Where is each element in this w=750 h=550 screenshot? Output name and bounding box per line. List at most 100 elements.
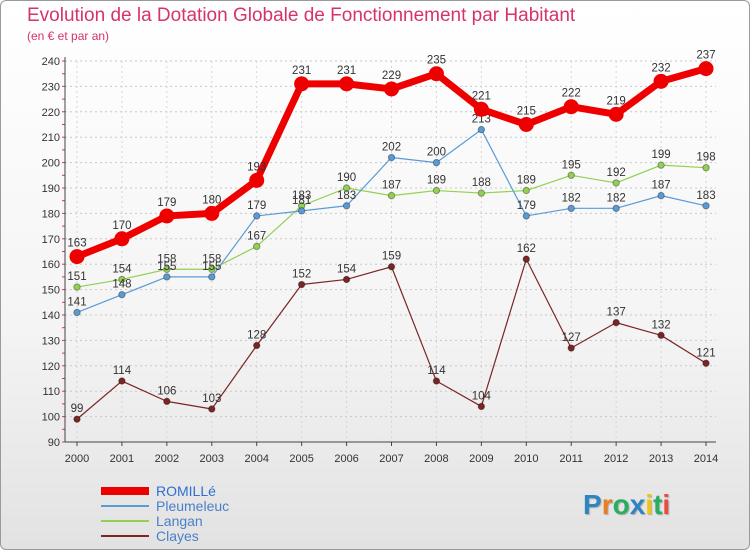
data-label: 237 bbox=[696, 50, 715, 62]
data-label: 221 bbox=[472, 90, 491, 102]
data-point bbox=[522, 186, 530, 195]
data-point bbox=[114, 231, 130, 247]
chart-title: Evolution de la Dotation Globale de Fonc… bbox=[27, 5, 576, 26]
data-label: 179 bbox=[517, 200, 536, 212]
data-label: 179 bbox=[247, 200, 266, 212]
data-point bbox=[432, 186, 441, 195]
data-point bbox=[477, 402, 486, 411]
y-tick-label: 100 bbox=[42, 412, 60, 424]
data-point bbox=[384, 81, 399, 97]
x-tick-label: 2004 bbox=[244, 453, 268, 465]
logo-letter: r bbox=[601, 489, 613, 520]
logo-letter: i bbox=[645, 489, 654, 520]
data-point bbox=[297, 280, 306, 289]
data-label: 104 bbox=[472, 390, 492, 402]
logo-letter: i bbox=[662, 489, 671, 520]
data-label: 179 bbox=[157, 197, 176, 209]
x-tick-label: 2008 bbox=[424, 453, 448, 465]
x-tick-label: 2014 bbox=[694, 453, 718, 465]
data-point bbox=[387, 191, 396, 200]
logo-letter: o bbox=[612, 489, 630, 520]
y-tick-label: 240 bbox=[42, 56, 60, 68]
data-label: 183 bbox=[696, 190, 715, 202]
data-label: 232 bbox=[651, 62, 670, 74]
y-tick-label: 230 bbox=[42, 81, 60, 93]
data-point bbox=[522, 255, 530, 263]
data-label: 121 bbox=[696, 347, 715, 359]
data-label: 155 bbox=[202, 261, 221, 273]
data-label: 183 bbox=[292, 190, 311, 202]
data-label: 162 bbox=[517, 243, 536, 255]
data-label: 114 bbox=[113, 365, 132, 377]
data-point bbox=[702, 359, 710, 367]
data-point bbox=[698, 61, 714, 77]
data-point bbox=[342, 275, 351, 284]
legend-label: Langan bbox=[156, 513, 203, 529]
y-tick-label: 120 bbox=[42, 361, 60, 373]
x-tick-label: 2007 bbox=[379, 453, 403, 465]
data-label: 155 bbox=[157, 261, 176, 273]
data-label: 189 bbox=[427, 175, 446, 187]
y-tick-label: 160 bbox=[42, 259, 60, 271]
data-point bbox=[118, 377, 126, 385]
y-tick-label: 90 bbox=[48, 437, 60, 449]
data-point bbox=[73, 415, 81, 423]
data-point bbox=[432, 158, 441, 167]
data-label: 200 bbox=[427, 147, 446, 159]
data-point bbox=[567, 171, 575, 180]
data-point bbox=[477, 189, 486, 197]
data-label: 154 bbox=[337, 263, 357, 275]
legend-label: Clayes bbox=[156, 528, 199, 544]
data-point bbox=[159, 208, 175, 224]
data-label: 137 bbox=[607, 307, 626, 319]
x-tick-label: 2001 bbox=[110, 453, 134, 465]
data-label: 187 bbox=[382, 180, 401, 192]
data-label: 235 bbox=[427, 55, 446, 67]
data-label: 148 bbox=[112, 279, 131, 291]
data-point bbox=[118, 275, 126, 284]
data-point bbox=[118, 290, 126, 299]
data-label: 222 bbox=[562, 88, 581, 100]
data-point bbox=[69, 249, 85, 265]
x-tick-label: 2000 bbox=[65, 453, 89, 465]
data-label: 114 bbox=[427, 365, 446, 377]
data-point bbox=[163, 265, 171, 273]
data-point bbox=[657, 161, 665, 169]
data-label: 128 bbox=[247, 329, 266, 341]
data-point bbox=[387, 153, 396, 162]
data-point bbox=[253, 341, 261, 350]
data-label: 195 bbox=[562, 159, 581, 171]
data-label: 99 bbox=[71, 403, 84, 415]
x-tick-label: 2003 bbox=[200, 453, 224, 465]
y-tick-label: 150 bbox=[42, 285, 60, 297]
y-tick-label: 220 bbox=[42, 107, 60, 119]
data-label: 127 bbox=[562, 332, 581, 344]
y-tick-label: 180 bbox=[42, 208, 60, 220]
data-point bbox=[612, 318, 620, 327]
data-label: 198 bbox=[696, 152, 715, 164]
x-tick-label: 2012 bbox=[604, 453, 628, 465]
data-point bbox=[208, 405, 216, 413]
y-tick-label: 140 bbox=[42, 310, 60, 322]
data-point bbox=[342, 202, 351, 210]
data-label: 231 bbox=[292, 65, 311, 77]
data-label: 190 bbox=[337, 172, 356, 184]
data-point bbox=[477, 125, 486, 134]
y-tick-label: 200 bbox=[42, 158, 60, 170]
data-point bbox=[653, 73, 669, 89]
data-label: 151 bbox=[67, 271, 86, 283]
logo-letter: x bbox=[629, 489, 646, 520]
data-label: 181 bbox=[292, 195, 311, 207]
data-point bbox=[387, 263, 396, 271]
data-label: 199 bbox=[651, 149, 670, 161]
data-point bbox=[73, 308, 81, 317]
data-point bbox=[294, 76, 310, 92]
data-label: 189 bbox=[517, 175, 536, 187]
data-label: 170 bbox=[112, 220, 131, 232]
data-point bbox=[253, 242, 261, 251]
y-tick-label: 210 bbox=[42, 132, 60, 144]
data-point bbox=[702, 163, 710, 172]
data-label: 163 bbox=[67, 238, 86, 250]
